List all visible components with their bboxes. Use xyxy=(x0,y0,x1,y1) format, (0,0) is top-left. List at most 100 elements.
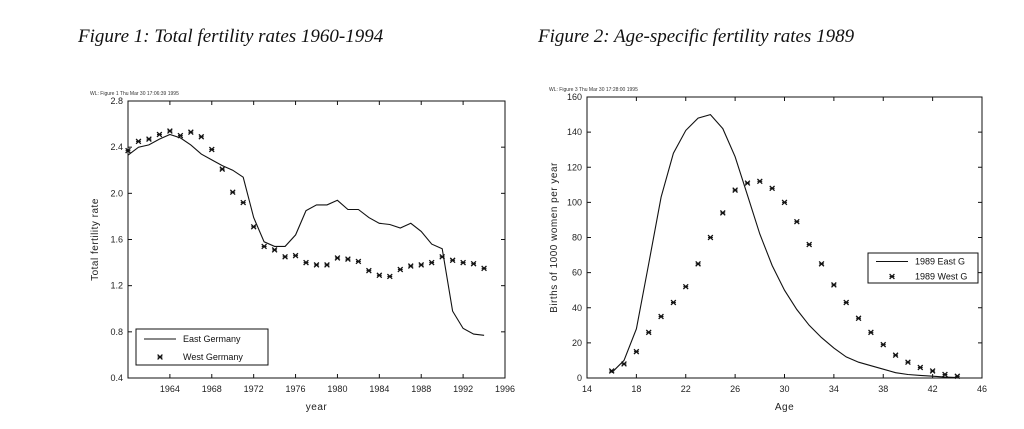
data-point xyxy=(695,260,701,267)
y-tick-label: 0.8 xyxy=(110,327,123,337)
data-point xyxy=(282,253,288,260)
data-point xyxy=(177,132,184,139)
y-tick-label: 60 xyxy=(572,268,582,278)
data-point xyxy=(449,257,456,264)
data-point xyxy=(198,133,205,140)
series-line-1989-east-g xyxy=(611,113,958,379)
data-point xyxy=(843,299,850,306)
x-tick-label: 34 xyxy=(829,384,839,394)
data-point xyxy=(905,359,911,366)
data-point xyxy=(418,262,425,268)
x-tick-label: 1996 xyxy=(495,384,515,394)
data-point xyxy=(135,138,142,145)
data-point xyxy=(376,272,383,279)
y-tick-label: 140 xyxy=(567,127,582,137)
series-line-east-germany xyxy=(127,133,485,336)
data-point xyxy=(942,371,948,378)
x-tick-label: 26 xyxy=(730,384,740,394)
series-markers-west-germany xyxy=(125,128,487,280)
chart-stamp: WL: Figure 1 Thu Mar 30 17:06:39 1995 xyxy=(90,91,179,97)
legend-label: 1989 East G xyxy=(915,257,965,267)
x-tick-label: 30 xyxy=(779,384,789,394)
x-tick-label: 14 xyxy=(582,384,592,394)
data-point xyxy=(719,210,726,216)
data-point xyxy=(917,364,924,371)
data-point xyxy=(855,315,862,322)
figure-2-title: Figure 2: Age-specific fertility rates 1… xyxy=(538,26,855,47)
x-tick-label: 22 xyxy=(681,384,691,394)
data-point xyxy=(793,218,800,225)
data-point xyxy=(658,313,664,320)
data-point xyxy=(397,266,404,273)
series-markers-1989-west-g xyxy=(608,178,961,380)
data-point xyxy=(868,329,874,336)
data-point xyxy=(781,199,788,206)
legend-marker-swatch xyxy=(157,354,163,360)
data-point xyxy=(682,283,689,290)
data-point xyxy=(187,129,194,136)
x-tick-label: 46 xyxy=(977,384,987,394)
x-tick-label: 1988 xyxy=(411,384,431,394)
x-tick-label: 18 xyxy=(631,384,641,394)
data-point xyxy=(407,263,414,269)
data-point xyxy=(769,185,776,192)
y-tick-label: 0 xyxy=(577,373,582,383)
data-point xyxy=(460,259,466,266)
x-tick-label: 1984 xyxy=(369,384,389,394)
plot-frame xyxy=(586,96,983,379)
y-tick-label: 1.2 xyxy=(110,281,123,291)
legend-label: West Germany xyxy=(183,352,243,362)
data-point xyxy=(208,146,215,153)
data-point xyxy=(818,260,825,267)
data-point xyxy=(156,131,163,138)
data-point xyxy=(481,265,487,272)
data-point xyxy=(334,255,341,261)
y-tick-label: 2.8 xyxy=(110,96,123,106)
data-point xyxy=(386,273,393,280)
y-tick-label: 20 xyxy=(572,338,582,348)
y-tick-label: 2.4 xyxy=(110,142,123,152)
data-point xyxy=(621,361,627,367)
data-point xyxy=(670,299,677,306)
data-point xyxy=(608,368,615,374)
x-tick-label: 1992 xyxy=(453,384,473,394)
data-point xyxy=(303,259,309,266)
x-tick-label: 1980 xyxy=(327,384,347,394)
data-point xyxy=(892,352,899,359)
x-tick-label: 1964 xyxy=(160,384,180,394)
data-point xyxy=(345,256,351,262)
data-point xyxy=(229,189,236,196)
y-tick-label: 80 xyxy=(572,233,582,243)
x-tick-label: 1972 xyxy=(244,384,264,394)
chart-1: WL: Figure 1 Thu Mar 30 17:06:39 1995 0.4… xyxy=(90,91,515,413)
data-point xyxy=(261,243,267,250)
y-tick-label: 0.4 xyxy=(110,373,123,383)
figure-1-title: Figure 1: Total fertility rates 1960-199… xyxy=(78,26,384,47)
data-point xyxy=(756,178,763,185)
data-point xyxy=(313,262,320,268)
data-point xyxy=(633,348,640,355)
y-tick-label: 1.6 xyxy=(110,235,123,245)
data-point xyxy=(324,262,330,268)
legend-marker-swatch xyxy=(889,273,895,280)
x-tick-label: 42 xyxy=(928,384,938,394)
legend-label: East Germany xyxy=(183,334,241,344)
legend: 1989 East G 1989 West G xyxy=(867,252,979,284)
data-point xyxy=(250,223,257,230)
y-tick-label: 160 xyxy=(567,92,582,102)
legend-box xyxy=(867,252,979,284)
chart-2: WL: Figure 3 Thu Mar 30 17:28:00 1995 0 20… xyxy=(549,87,987,413)
data-point xyxy=(954,373,961,380)
data-point xyxy=(439,253,446,260)
chart-stamp: WL: Figure 3 Thu Mar 30 17:28:00 1995 xyxy=(549,87,638,93)
data-point xyxy=(929,368,936,374)
y-axis-label: Total fertility rate xyxy=(90,198,101,281)
y-axis-label: Births of 1000 women per year xyxy=(549,162,560,313)
data-point xyxy=(880,341,887,348)
data-point xyxy=(831,282,837,288)
legend: East Germany West Germany xyxy=(135,328,269,366)
data-point xyxy=(167,128,173,134)
data-point xyxy=(240,199,247,206)
legend-label: 1989 West G xyxy=(915,272,967,282)
